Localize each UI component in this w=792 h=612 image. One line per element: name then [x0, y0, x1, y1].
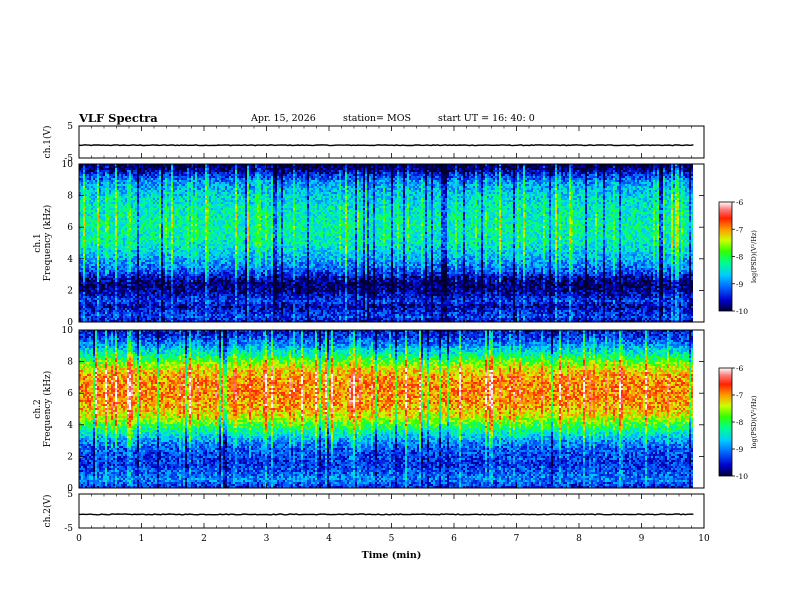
waveform-frame — [79, 494, 704, 528]
y-tick-label: 2 — [67, 452, 73, 462]
y-tick-label: 10 — [62, 160, 74, 170]
y-axis-label: Frequency (kHz) — [42, 205, 53, 282]
y-tick-label: 5 — [67, 122, 73, 132]
x-tick-label: 6 — [451, 534, 457, 544]
colorbar-label-group: log(PSD)(V²/Hz) — [750, 395, 758, 448]
spectrogram-cells — [79, 330, 693, 488]
y-axis-label-group: ch.2 Frequency (kHz) — [33, 371, 53, 448]
colorbar-tick-label: -9 — [736, 280, 744, 289]
x-tick-label: 7 — [514, 534, 520, 544]
y-tick-label: -5 — [64, 524, 73, 534]
colorbar-label: log(PSD)(V²/Hz) — [750, 395, 758, 448]
y-tick-label: 0 — [67, 484, 73, 494]
x-axis-label: Time (min) — [362, 550, 422, 561]
y-tick-label: 2 — [67, 286, 73, 296]
x-tick-label: 4 — [326, 534, 332, 544]
waveform-trace — [79, 514, 693, 515]
colorbar-tick-label: -10 — [736, 472, 748, 481]
colorbar-tick-label: -8 — [736, 253, 744, 262]
y-tick-label: 8 — [67, 358, 73, 368]
colorbar-tick-label: -10 — [736, 307, 748, 316]
waveform-trace — [79, 145, 693, 146]
x-tick-label: 2 — [201, 534, 207, 544]
colorbar-tick-label: -6 — [736, 198, 744, 207]
y-tick-label: 4 — [67, 421, 73, 431]
y-tick-label: 6 — [67, 223, 73, 233]
y-axis-label: ch.2 — [33, 399, 43, 418]
y-axis-label: ch.2(V) — [42, 495, 53, 528]
colorbar-label: log(PSD)(V²/Hz) — [750, 230, 758, 283]
colorbar-tick-label: -7 — [736, 225, 744, 234]
x-tick-label: 5 — [389, 534, 395, 544]
y-tick-label: 6 — [67, 389, 73, 399]
y-tick-label: 4 — [67, 255, 73, 265]
colorbar-tick-label: -8 — [736, 418, 744, 427]
y-axis-label-group: ch.1 Frequency (kHz) — [33, 205, 53, 282]
spectrogram-cells — [79, 164, 693, 322]
x-tick-label: 0 — [76, 534, 82, 544]
x-tick-label: 1 — [139, 534, 145, 544]
x-tick-label: 10 — [698, 534, 710, 544]
colorbar-tick-label: -6 — [736, 364, 744, 373]
y-axis-label: Frequency (kHz) — [42, 371, 53, 448]
y-axis-label-group: ch.2(V) — [42, 495, 53, 528]
x-tick-label: 3 — [264, 534, 270, 544]
y-axis-label: ch.1(V) — [42, 126, 53, 159]
colorbar — [719, 368, 732, 476]
x-tick-label: 8 — [576, 534, 582, 544]
y-tick-label: 8 — [67, 192, 73, 202]
y-tick-label: 10 — [62, 326, 74, 336]
colorbar-tick-label: -9 — [736, 445, 744, 454]
y-axis-label-group: ch.1(V) — [42, 126, 53, 159]
colorbar-label-group: log(PSD)(V²/Hz) — [750, 230, 758, 283]
colorbar-tick-label: -7 — [736, 391, 744, 400]
y-axis-label: ch.1 — [33, 233, 43, 252]
x-tick-label: 9 — [639, 534, 645, 544]
colorbar — [719, 202, 732, 311]
